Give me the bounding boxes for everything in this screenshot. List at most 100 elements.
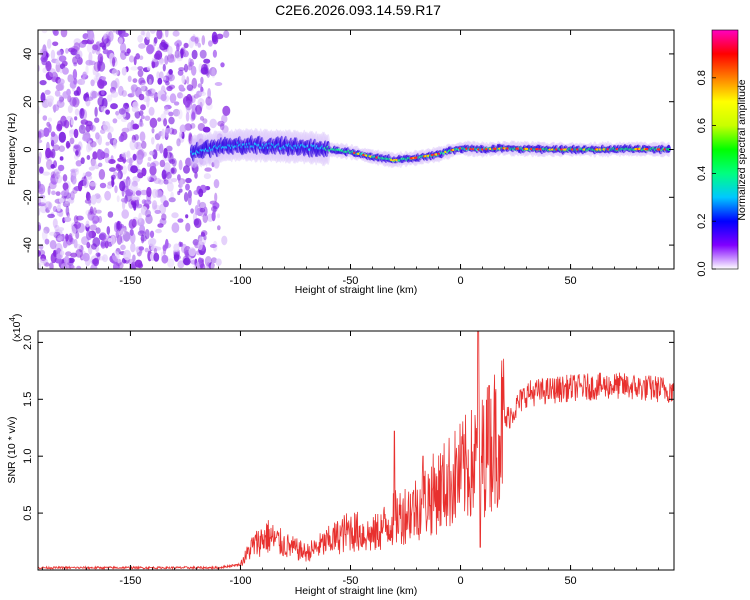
noise-blob [121,32,129,37]
y-tick-label: 1.5 [22,392,34,407]
noise-blob [168,116,175,125]
noise-blob [211,211,216,222]
noise-blob [110,235,115,246]
noise-blob [153,36,158,44]
noise-blob [138,246,145,251]
noise-blob [70,119,74,126]
noise-blob [52,218,58,228]
noise-blob [52,104,60,112]
noise-blob [214,192,218,202]
noise-blob [110,103,118,110]
noise-blob [89,224,98,231]
noise-blob [209,67,217,77]
noise-blob [123,249,131,261]
noise-blob [201,230,208,237]
noise-blob [131,218,137,228]
noise-blob [186,76,190,85]
noise-blob [191,49,198,60]
noise-blob [49,240,57,250]
noise-blob [197,123,206,131]
noise-blob [60,30,68,38]
x-tick-label: -150 [119,275,141,287]
noise-blob [153,92,159,103]
noise-blob [100,129,106,135]
colorbar-frame [711,29,739,270]
noise-blob [118,85,124,96]
noise-blob [90,141,97,148]
noise-blob [209,118,217,129]
noise-blob [140,104,146,111]
noise-blob [80,119,89,125]
noise-blob [179,124,187,134]
noise-blob [214,82,223,86]
noise-blob [153,252,160,262]
noise-blob [151,88,156,94]
noise-blob [87,211,95,221]
noise-blob [199,91,207,97]
noise-blob [145,31,151,40]
snr-ylabel: SNR (10 * v/v) [6,416,18,483]
noise-blob [178,183,183,188]
noise-blob [73,42,81,52]
noise-blob [64,195,70,204]
noise-blob [58,55,67,62]
y-tick-label: 0 [22,146,34,152]
noise-blob [194,172,198,179]
y-tick-label: -40 [22,237,34,253]
y-tick-label: 0.5 [22,505,34,520]
noise-blob [52,205,58,213]
noise-blob [158,71,164,79]
snr-panel: -150 -100 -50 0 50 0.5 1.0 1.5 2.0 Height of str… [6,314,675,597]
noise-blob [149,150,155,156]
noise-blob [85,171,92,177]
noise-blob [122,231,131,242]
noise-blob [149,174,157,182]
x-tick-label: -100 [229,575,251,587]
noise-blob [128,55,135,63]
colorbar-tick-label: 0.0 [696,261,708,276]
noise-blob [38,129,44,138]
noise-blob [163,118,168,127]
noise-blob [173,252,180,262]
noise-blob [92,65,96,76]
noise-blob [199,116,205,121]
noise-blob [188,247,196,257]
noise-blob [119,227,127,236]
noise-blob [177,174,181,181]
noise-blob [183,63,189,73]
noise-blob [110,255,118,264]
noise-blob [185,222,191,232]
noise-blob [121,151,129,158]
noise-blob [64,119,70,129]
noise-blob [169,93,177,104]
noise-blob [131,123,140,130]
noise-blob [75,160,83,167]
noise-blob [191,77,198,89]
noise-blob [106,226,111,235]
noise-blob [133,56,137,66]
noise-blob [168,69,173,75]
noise-blob [135,199,140,207]
noise-blob [38,156,42,165]
noise-blob [138,93,145,101]
noise-blob [59,156,64,161]
noise-blob [135,53,140,60]
noise-blob [130,66,138,71]
noise-blob [40,92,46,103]
colorbar-tick-label: 0.8 [696,70,708,85]
noise-blob [103,38,111,47]
noise-blob [180,94,186,99]
noise-blob [140,115,145,120]
noise-blob [221,125,229,134]
spectrogram-panel: -150 -100 -50 0 50 -40 -20 0 20 40 Height of stra… [6,29,675,296]
noise-blob [92,151,98,160]
noise-blob [140,82,146,92]
noise-blob [161,254,169,264]
noise-blob [211,257,217,264]
noise-blob [155,228,162,234]
noise-blob [120,197,128,203]
noise-blob [115,111,120,116]
noise-blob [181,131,185,139]
noise-blob [187,194,192,206]
noise-blob [172,108,181,117]
